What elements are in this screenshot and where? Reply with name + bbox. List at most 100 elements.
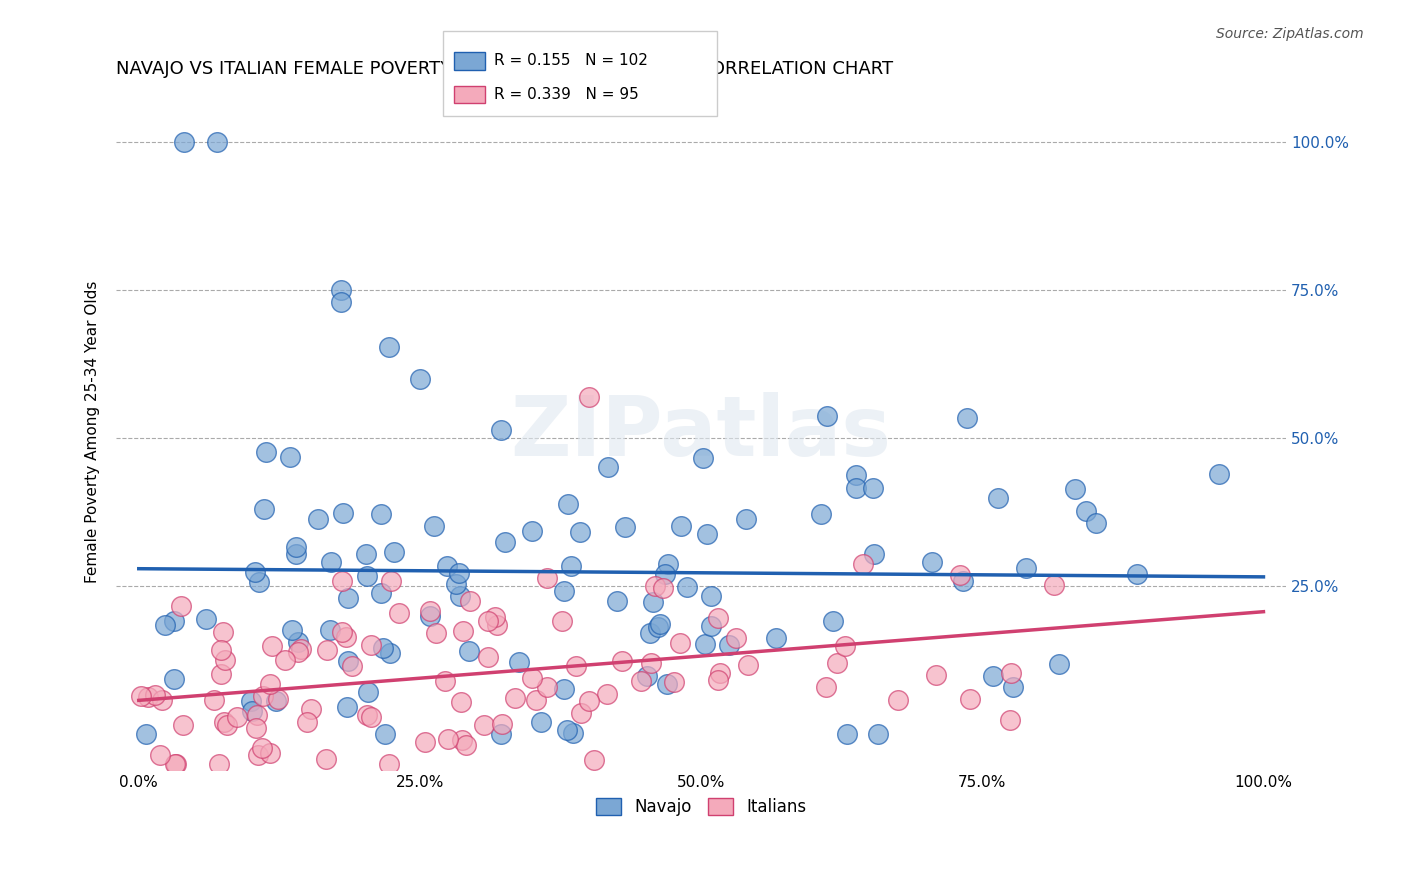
Italians <box>664 675 686 690</box>
Italians <box>834 640 856 654</box>
Italians <box>150 693 173 707</box>
Navajo <box>699 589 721 603</box>
Navajo <box>835 727 858 741</box>
Italians <box>737 657 759 672</box>
Navajo <box>555 723 578 737</box>
Italians <box>485 617 508 632</box>
Navajo <box>419 609 441 624</box>
Italians <box>163 757 186 772</box>
Italians <box>335 630 357 644</box>
Italians <box>852 557 875 571</box>
Navajo <box>436 559 458 574</box>
Navajo <box>952 574 974 588</box>
Italians <box>295 714 318 729</box>
Italians <box>477 650 499 665</box>
Navajo <box>153 617 176 632</box>
Navajo <box>1047 657 1070 672</box>
Navajo <box>765 632 787 646</box>
Italians <box>472 717 495 731</box>
Navajo <box>657 557 679 571</box>
Navajo <box>1015 560 1038 574</box>
Navajo <box>845 468 868 483</box>
Navajo <box>1084 516 1107 530</box>
Navajo <box>553 583 575 598</box>
Navajo <box>489 727 512 741</box>
Navajo <box>553 682 575 697</box>
Navajo <box>163 614 186 628</box>
Navajo <box>444 577 467 591</box>
Navajo <box>330 294 353 309</box>
Navajo <box>447 566 470 581</box>
Italians <box>503 691 526 706</box>
Italians <box>332 625 354 640</box>
Italians <box>454 738 477 752</box>
Navajo <box>319 623 342 637</box>
Italians <box>1043 578 1066 592</box>
Italians <box>827 657 849 671</box>
Navajo <box>1001 680 1024 694</box>
Navajo <box>382 545 405 559</box>
Navajo <box>508 655 530 669</box>
Italians <box>266 691 288 706</box>
Navajo <box>692 450 714 465</box>
Navajo <box>561 725 583 739</box>
Navajo <box>676 580 699 594</box>
Navajo <box>321 555 343 569</box>
Navajo <box>648 617 671 632</box>
Italians <box>536 680 558 694</box>
Navajo <box>1126 566 1149 581</box>
Navajo <box>560 559 582 574</box>
Italians <box>564 659 586 673</box>
Navajo <box>264 694 287 708</box>
Navajo <box>956 411 979 425</box>
Navajo <box>669 519 692 533</box>
Navajo <box>449 589 471 603</box>
Italians <box>356 708 378 723</box>
Italians <box>709 666 731 681</box>
Italians <box>252 689 274 703</box>
Navajo <box>1074 503 1097 517</box>
Navajo <box>458 644 481 658</box>
Navajo <box>409 372 432 386</box>
Italians <box>612 654 634 668</box>
Italians <box>262 639 284 653</box>
Italians <box>669 635 692 649</box>
Navajo <box>337 591 360 605</box>
Italians <box>959 692 981 706</box>
Navajo <box>287 635 309 649</box>
Italians <box>148 747 170 762</box>
Italians <box>413 735 436 749</box>
Navajo <box>520 524 543 538</box>
Navajo <box>491 423 513 437</box>
Italians <box>340 659 363 673</box>
Italians <box>247 747 270 762</box>
Italians <box>165 757 187 772</box>
Navajo <box>356 547 378 561</box>
Italians <box>1000 713 1022 727</box>
Navajo <box>606 594 628 608</box>
Navajo <box>1064 483 1087 497</box>
Italians <box>578 694 600 708</box>
Italians <box>316 643 339 657</box>
Italians <box>212 715 235 730</box>
Navajo <box>598 460 620 475</box>
Italians <box>458 594 481 608</box>
Italians <box>225 710 247 724</box>
Navajo <box>863 547 886 561</box>
Italians <box>1000 665 1022 680</box>
Navajo <box>718 638 741 652</box>
Navajo <box>337 655 360 669</box>
Navajo <box>557 497 579 511</box>
Navajo <box>643 594 665 608</box>
Italians <box>169 599 191 613</box>
Navajo <box>332 506 354 520</box>
Navajo <box>810 508 832 522</box>
Italians <box>259 676 281 690</box>
Italians <box>129 689 152 703</box>
Italians <box>217 718 239 732</box>
Italians <box>252 740 274 755</box>
Y-axis label: Female Poverty Among 25-34 Year Olds: Female Poverty Among 25-34 Year Olds <box>86 281 100 583</box>
Navajo <box>921 556 943 570</box>
Navajo <box>638 626 661 640</box>
Navajo <box>654 567 676 582</box>
